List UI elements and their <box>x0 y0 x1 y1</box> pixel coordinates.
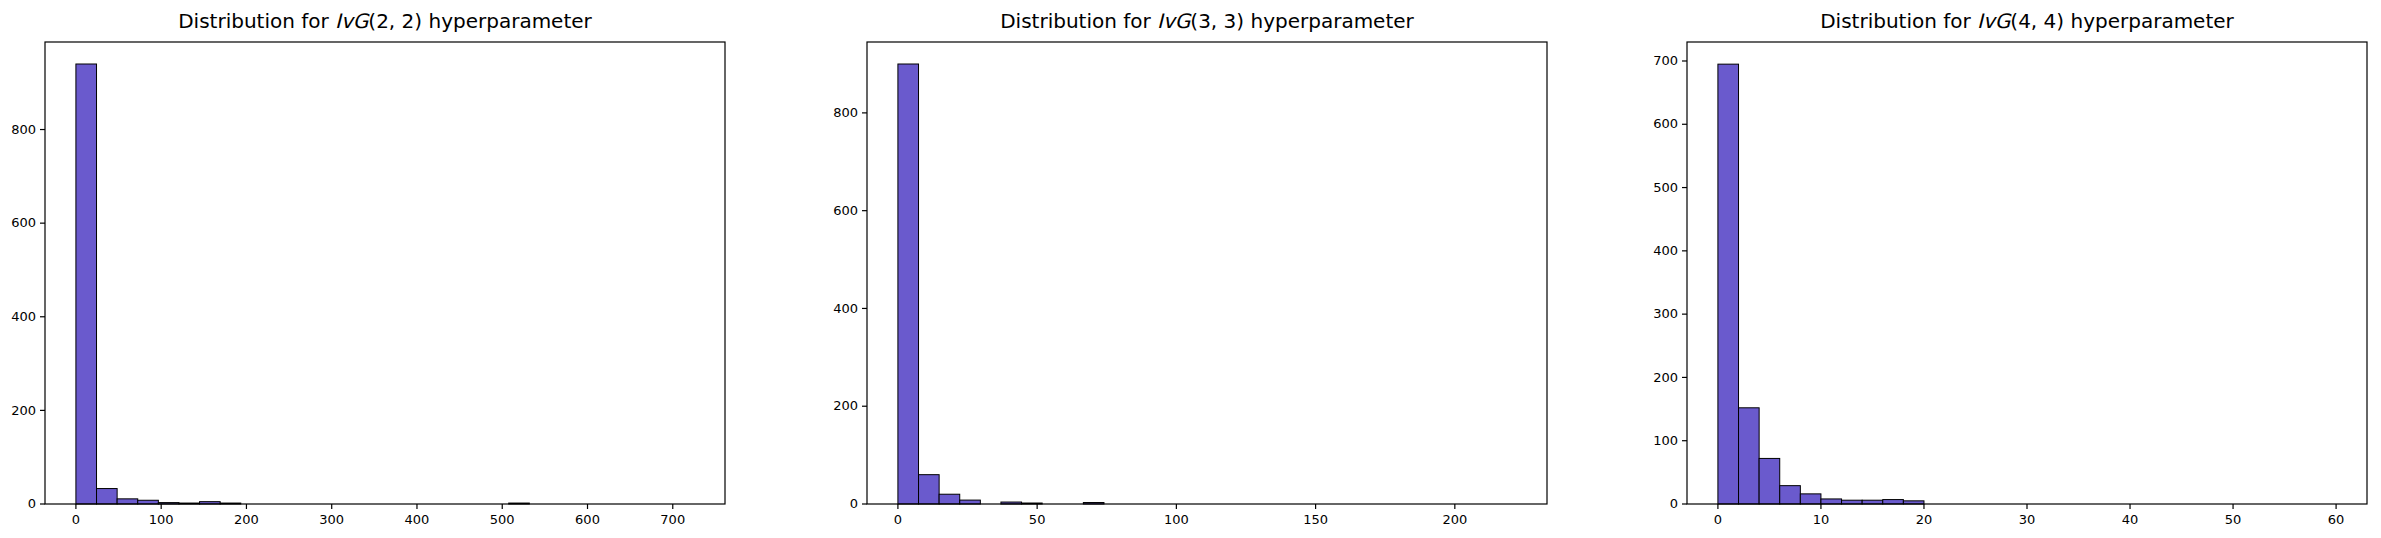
histogram-bar <box>1883 500 1904 504</box>
y-tick-label: 200 <box>11 403 36 418</box>
x-tick-label: 30 <box>2019 512 2036 527</box>
histogram-bar <box>97 489 118 504</box>
y-tick-label: 400 <box>833 301 858 316</box>
histogram-bar <box>1759 458 1780 504</box>
y-tick-label: 400 <box>1653 243 1678 258</box>
y-tick-label: 0 <box>850 496 858 511</box>
y-tick-label: 200 <box>833 398 858 413</box>
y-tick-label: 200 <box>1653 370 1678 385</box>
x-tick-label: 300 <box>319 512 344 527</box>
x-tick-label: 20 <box>1916 512 1933 527</box>
x-tick-label: 50 <box>2225 512 2242 527</box>
histogram-bar <box>1718 64 1739 504</box>
y-tick-label: 400 <box>11 309 36 324</box>
x-tick-label: 200 <box>1442 512 1467 527</box>
chart-title: Distribution for IvG(3, 3) hyperparamete… <box>1000 9 1414 33</box>
chart-title: Distribution for IvG(4, 4) hyperparamete… <box>1820 9 2234 33</box>
x-tick-label: 150 <box>1303 512 1328 527</box>
y-tick-label: 600 <box>11 215 36 230</box>
histogram-bar <box>1821 499 1842 504</box>
histogram-bar <box>76 64 97 504</box>
x-tick-label: 0 <box>1714 512 1722 527</box>
x-tick-label: 10 <box>1813 512 1830 527</box>
x-tick-label: 500 <box>490 512 515 527</box>
x-tick-label: 100 <box>1164 512 1189 527</box>
y-tick-label: 100 <box>1653 433 1678 448</box>
histogram-bar <box>117 499 138 504</box>
y-tick-label: 600 <box>833 203 858 218</box>
x-tick-label: 700 <box>660 512 685 527</box>
histogram-bar <box>1739 408 1760 504</box>
histogram-bar <box>939 494 960 504</box>
y-tick-label: 800 <box>833 105 858 120</box>
y-tick-label: 500 <box>1653 180 1678 195</box>
x-tick-label: 0 <box>72 512 80 527</box>
y-tick-label: 600 <box>1653 116 1678 131</box>
x-tick-label: 60 <box>2328 512 2345 527</box>
histogram-bar <box>919 475 940 504</box>
y-tick-label: 300 <box>1653 306 1678 321</box>
x-tick-label: 600 <box>575 512 600 527</box>
histogram-figure-canvas: 01002003004005006007000200400600800Distr… <box>0 0 2381 538</box>
y-tick-label: 0 <box>28 496 36 511</box>
x-tick-label: 400 <box>405 512 430 527</box>
x-tick-label: 50 <box>1029 512 1046 527</box>
x-tick-label: 200 <box>234 512 259 527</box>
y-tick-label: 0 <box>1670 496 1678 511</box>
plot-area-border <box>45 42 725 504</box>
x-tick-label: 0 <box>894 512 902 527</box>
plot-area-border <box>867 42 1547 504</box>
histogram-bar <box>898 64 919 504</box>
x-tick-label: 40 <box>2122 512 2139 527</box>
histogram-bar <box>1800 494 1821 504</box>
y-tick-label: 700 <box>1653 53 1678 68</box>
x-tick-label: 100 <box>149 512 174 527</box>
histogram-bar <box>1780 486 1801 504</box>
matplotlib-figure: 01002003004005006007000200400600800Distr… <box>0 0 2381 538</box>
y-tick-label: 800 <box>11 122 36 137</box>
chart-title: Distribution for IvG(2, 2) hyperparamete… <box>178 9 592 33</box>
plot-area-border <box>1687 42 2367 504</box>
